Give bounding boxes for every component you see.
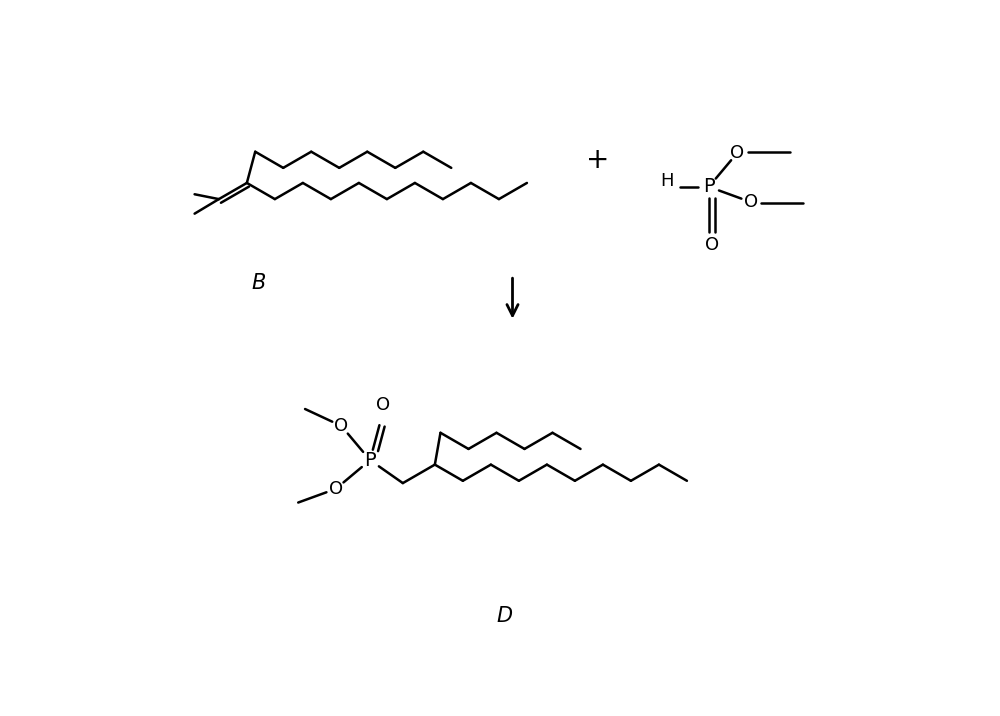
Text: P: P — [364, 450, 376, 470]
Text: O: O — [329, 480, 343, 498]
Text: +: + — [586, 146, 609, 174]
Text: H: H — [660, 173, 673, 190]
Text: O: O — [744, 193, 758, 211]
Text: B: B — [251, 273, 266, 293]
Text: O: O — [334, 417, 348, 435]
Text: P: P — [703, 178, 715, 196]
Text: O: O — [376, 396, 391, 414]
Text: D: D — [497, 606, 513, 626]
Text: O: O — [730, 144, 745, 162]
Text: O: O — [705, 236, 719, 253]
